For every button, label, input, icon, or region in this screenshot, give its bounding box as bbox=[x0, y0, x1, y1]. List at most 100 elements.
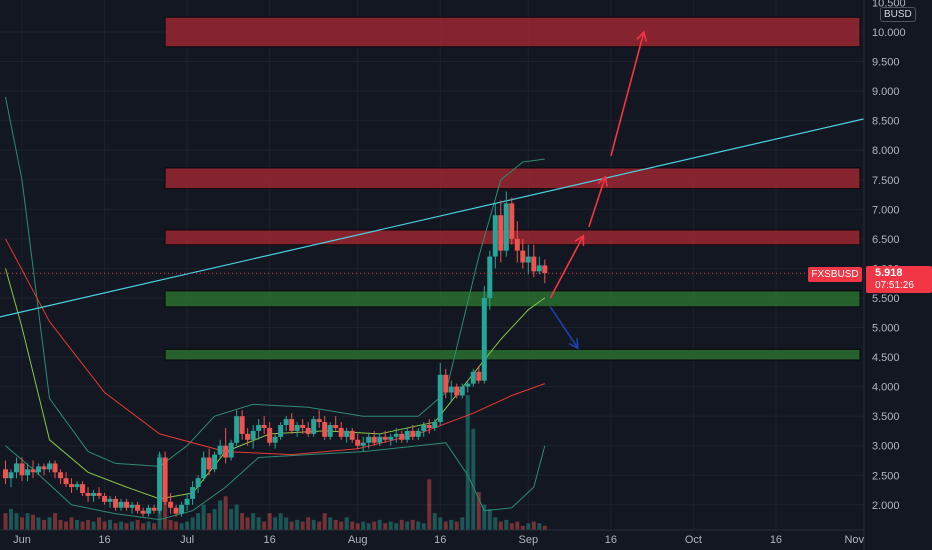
candle-body bbox=[157, 457, 163, 511]
volume-bar bbox=[289, 521, 294, 530]
arrow-up-shaft bbox=[610, 31, 645, 157]
volume-bar bbox=[36, 517, 41, 530]
volume-bar bbox=[328, 517, 333, 530]
candle-body bbox=[470, 371, 476, 384]
volume-bar bbox=[190, 517, 195, 530]
volume-bar bbox=[388, 521, 393, 530]
y-tick-label: 10.000 bbox=[872, 27, 906, 39]
y-tick-label: 3.000 bbox=[872, 441, 900, 453]
volume-bar bbox=[350, 521, 355, 530]
trendline[interactable] bbox=[0, 118, 865, 318]
volume-bar bbox=[476, 492, 481, 530]
y-tick-label: 7.500 bbox=[872, 175, 900, 187]
candle-body bbox=[344, 430, 350, 437]
candle-body bbox=[399, 433, 405, 440]
price-axis[interactable]: 10.500 10.000 9.500 9.000 8.500 8.000 7.500 7.0… bbox=[863, 0, 906, 550]
forecast-arrows[interactable] bbox=[549, 30, 648, 350]
candle-body bbox=[113, 498, 119, 508]
volume-bar bbox=[443, 521, 448, 530]
candle-body bbox=[118, 501, 124, 508]
volume-bar bbox=[14, 513, 19, 530]
volume-bar bbox=[399, 519, 404, 530]
volume-bar bbox=[421, 523, 426, 530]
candle-body bbox=[311, 419, 317, 434]
y-tick-label: 5.000 bbox=[872, 323, 900, 335]
y-tick-label: 4.500 bbox=[872, 352, 900, 364]
volume-bar bbox=[234, 504, 239, 530]
volume-bar bbox=[185, 521, 190, 530]
volume-bar bbox=[124, 523, 129, 530]
bollinger-lower-line bbox=[5, 442, 546, 521]
candle-body bbox=[316, 419, 322, 423]
candle-body bbox=[239, 416, 245, 434]
volume-bar bbox=[42, 519, 47, 530]
candle-body bbox=[69, 484, 75, 488]
volume-bar bbox=[146, 521, 151, 530]
volume-bar bbox=[212, 508, 217, 530]
volume-bar bbox=[410, 519, 415, 530]
bollinger-upper-line bbox=[5, 96, 545, 467]
volume-bar bbox=[256, 517, 261, 530]
volume-bar bbox=[20, 517, 25, 530]
x-tick-label: Oct bbox=[685, 534, 702, 546]
x-tick-label: Jun bbox=[13, 534, 31, 546]
volume-bar bbox=[427, 479, 432, 530]
volume-bar bbox=[339, 521, 344, 530]
candle-body bbox=[300, 425, 306, 428]
candle-body bbox=[14, 463, 20, 473]
last-price-badge: 5.918 07:51:26 bbox=[866, 266, 932, 293]
candle-body bbox=[481, 297, 487, 381]
y-tick-label: 5.500 bbox=[872, 293, 900, 305]
volume-bar bbox=[223, 496, 228, 530]
y-tick-label: 7.000 bbox=[872, 204, 900, 216]
volume-bar bbox=[69, 517, 74, 530]
candle-body bbox=[168, 501, 174, 508]
candle-body bbox=[289, 419, 295, 431]
volume-bar bbox=[526, 523, 531, 530]
volume-bar bbox=[262, 521, 267, 530]
volume-bar bbox=[377, 519, 382, 530]
y-tick-label: 9.000 bbox=[872, 86, 900, 98]
volume-bar bbox=[487, 508, 492, 530]
volume-bar bbox=[278, 513, 283, 530]
volume-bar bbox=[295, 519, 300, 530]
x-tick-label: 16 bbox=[770, 534, 782, 546]
volume-bar bbox=[86, 519, 91, 530]
candle-body bbox=[91, 492, 97, 496]
volume-bar bbox=[454, 521, 459, 530]
volume-bar bbox=[245, 517, 250, 530]
currency-label[interactable]: BUSD bbox=[880, 7, 916, 22]
candle-body bbox=[415, 430, 421, 437]
candle-body bbox=[465, 383, 471, 387]
volume-bar bbox=[493, 517, 498, 530]
volume-bar bbox=[306, 517, 311, 530]
volume-bar bbox=[284, 517, 289, 530]
candles bbox=[3, 191, 548, 517]
candle-body bbox=[36, 466, 42, 473]
arrow-up-head-icon bbox=[574, 234, 585, 246]
x-tick-label: Sep bbox=[519, 534, 539, 546]
candle-body bbox=[58, 472, 64, 479]
y-tick-label: 2.000 bbox=[872, 500, 900, 512]
candle-body bbox=[190, 487, 196, 499]
time-axis[interactable]: Jun 16 Jul 16 Aug 16 Sep 16 Oct 16 Nov bbox=[0, 529, 864, 546]
volume-bar bbox=[432, 513, 437, 530]
volume-bar bbox=[355, 523, 360, 530]
candle-body bbox=[19, 463, 25, 476]
candle-body bbox=[140, 510, 146, 514]
volume-bar bbox=[333, 519, 338, 530]
candle-body bbox=[360, 442, 366, 446]
volume-bar bbox=[520, 525, 525, 530]
candle-body bbox=[349, 430, 355, 440]
arrow-down-shaft bbox=[549, 306, 579, 349]
x-tick-label: 16 bbox=[264, 534, 276, 546]
candle-body bbox=[250, 430, 256, 440]
arrow-up-shaft bbox=[549, 235, 585, 299]
volume-bar bbox=[273, 517, 278, 530]
support-resistance-zones[interactable] bbox=[164, 16, 861, 361]
candle-body bbox=[327, 425, 333, 437]
volume-bar bbox=[201, 504, 206, 530]
candle-body bbox=[256, 425, 262, 431]
volume-bar bbox=[317, 521, 322, 530]
